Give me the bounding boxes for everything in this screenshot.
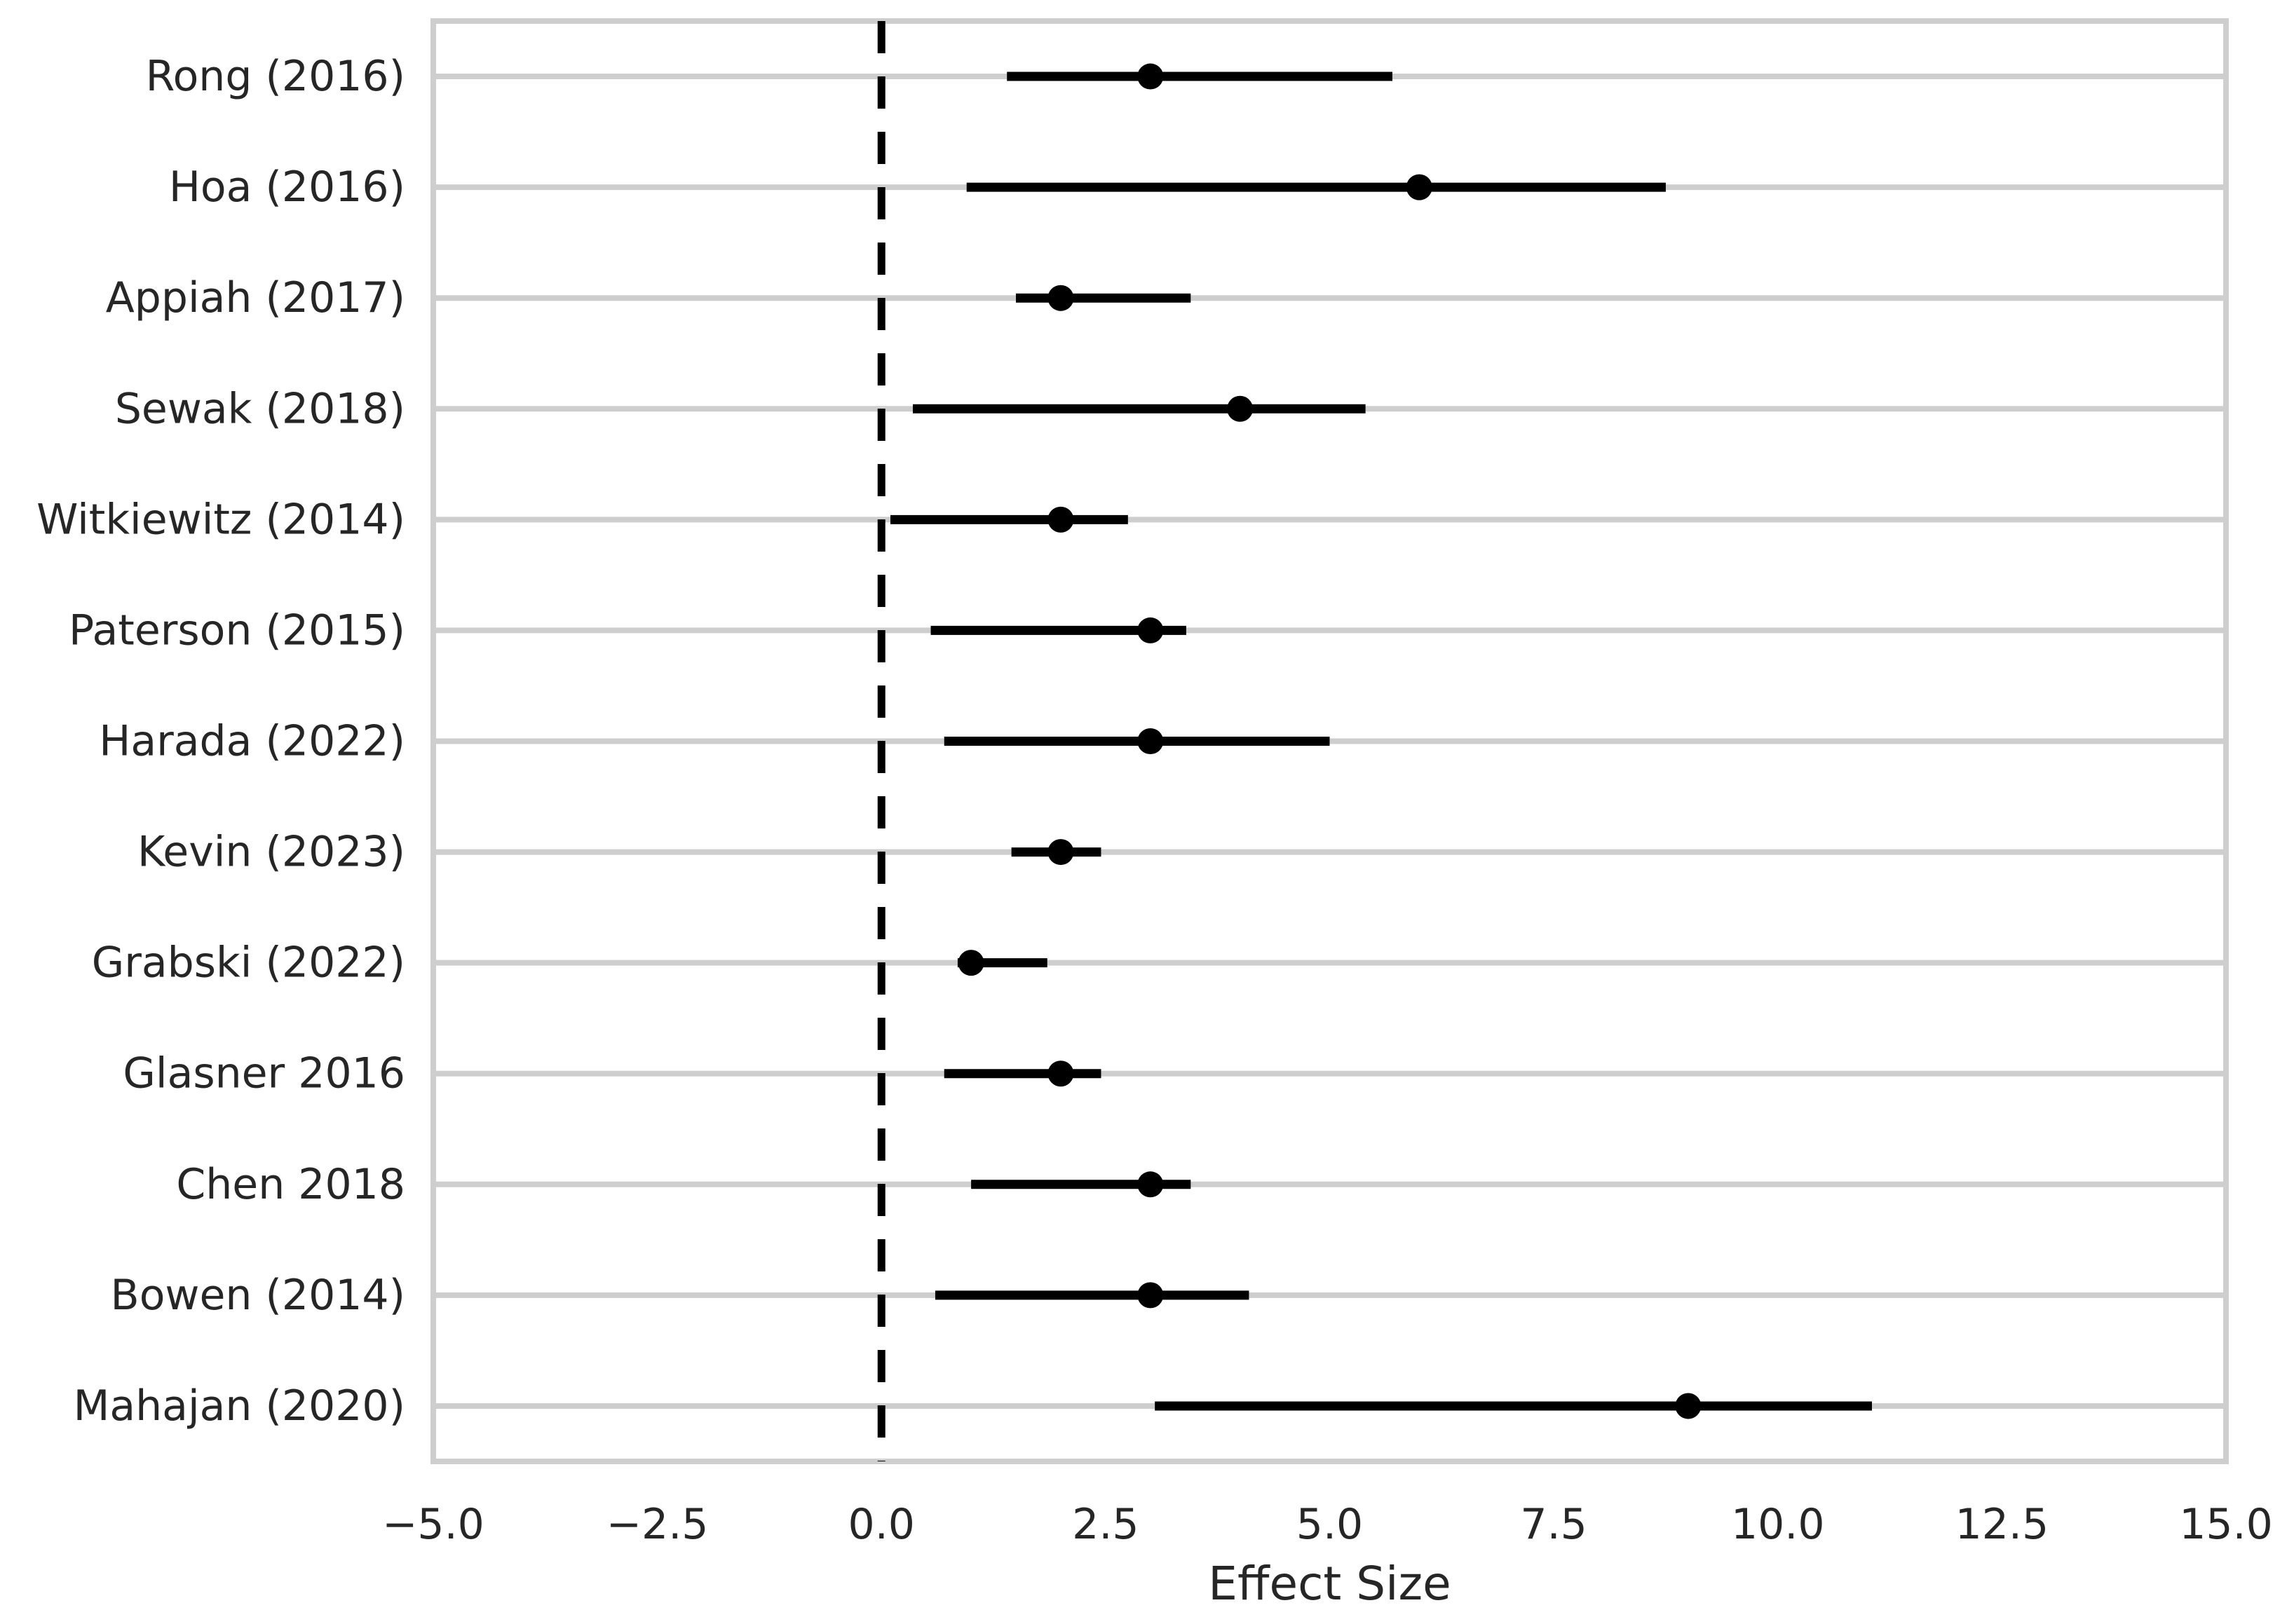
study-row xyxy=(1011,839,1101,866)
y-tick-label: Rong (2016) xyxy=(146,52,405,101)
mean-marker xyxy=(1137,1282,1164,1309)
mean-marker xyxy=(1137,617,1164,643)
y-tick-label: Grabski (2022) xyxy=(92,939,405,988)
y-tick-label: Sewak (2018) xyxy=(115,384,405,433)
x-tick-label: 10.0 xyxy=(1731,1500,1825,1549)
study-row xyxy=(966,174,1666,200)
y-tick-label: Paterson (2015) xyxy=(69,606,405,655)
y-tick-label: Appiah (2017) xyxy=(106,273,405,322)
mean-marker xyxy=(1047,506,1074,533)
study-row xyxy=(1007,63,1392,90)
study-row xyxy=(1016,285,1191,311)
study-row xyxy=(890,506,1128,533)
x-axis-label: Effect Size xyxy=(1208,1557,1451,1611)
y-tick-label: Witkiewitz (2014) xyxy=(36,495,405,544)
mean-marker xyxy=(1406,174,1432,200)
x-tick-label: 7.5 xyxy=(1520,1500,1587,1549)
x-tick-label: 2.5 xyxy=(1072,1500,1139,1549)
study-row xyxy=(971,1171,1191,1198)
mean-marker xyxy=(1227,395,1254,422)
y-tick-label: Chen 2018 xyxy=(176,1160,405,1209)
x-tick-label: 0.0 xyxy=(848,1500,915,1549)
plot-frame xyxy=(430,18,2229,1464)
study-row xyxy=(1155,1393,1872,1419)
x-tick-label: 15.0 xyxy=(2179,1500,2273,1549)
x-tick-label: 12.5 xyxy=(1955,1500,2049,1549)
x-tick-label: 5.0 xyxy=(1296,1500,1363,1549)
study-row xyxy=(957,950,1047,976)
study-row xyxy=(930,617,1186,643)
x-tick-label: −5.0 xyxy=(382,1500,484,1549)
y-tick-label: Hoa (2016) xyxy=(169,163,405,212)
mean-marker xyxy=(1047,285,1074,311)
study-row xyxy=(944,728,1330,754)
frame-layer xyxy=(430,18,2229,1464)
study-row xyxy=(912,395,1366,422)
data-layer xyxy=(877,21,1872,1461)
mean-marker xyxy=(1047,839,1074,866)
mean-marker xyxy=(1137,63,1164,90)
mean-marker xyxy=(1137,728,1164,754)
y-tick-label: Mahajan (2020) xyxy=(74,1381,405,1431)
mean-marker xyxy=(1047,1060,1074,1087)
mean-marker xyxy=(1675,1393,1702,1419)
y-tick-label: Harada (2022) xyxy=(99,717,405,766)
study-row xyxy=(935,1282,1249,1309)
x-tick-label: −2.5 xyxy=(606,1500,709,1549)
mean-marker xyxy=(958,950,984,976)
y-tick-label: Bowen (2014) xyxy=(111,1271,405,1320)
mean-marker xyxy=(1137,1171,1164,1198)
label-layer: Rong (2016) Hoa (2016) Appiah (2017) Sewak … xyxy=(36,52,2273,1549)
y-tick-label: Kevin (2023) xyxy=(137,828,405,877)
study-row xyxy=(944,1060,1101,1087)
y-tick-label: Glasner 2016 xyxy=(123,1049,405,1098)
